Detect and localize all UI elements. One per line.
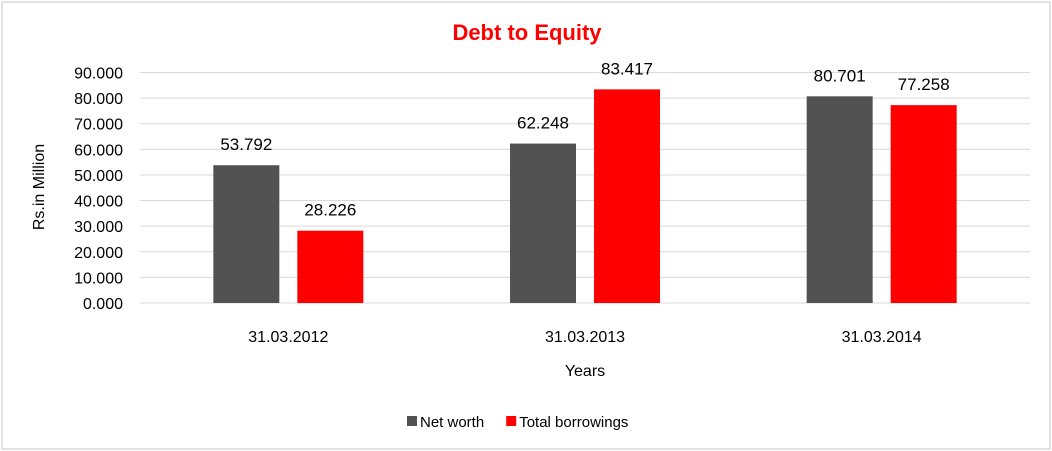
- y-tick-label: 30.000: [74, 219, 123, 236]
- y-tick-label: 40.000: [74, 194, 123, 211]
- legend-swatch: [407, 416, 417, 426]
- y-tick-label: 50.000: [74, 168, 123, 185]
- data-label: 83.417: [601, 59, 653, 78]
- bar-total-borrowings: [594, 89, 660, 303]
- y-tick-label: 80.000: [74, 91, 123, 108]
- chart-title: Debt to Equity: [452, 20, 602, 45]
- y-tick-label: 60.000: [74, 142, 123, 159]
- bar-net-worth: [806, 96, 873, 304]
- data-label: 53.792: [220, 135, 272, 154]
- bar-total-borrowings: [297, 230, 364, 303]
- y-tick-label: 20.000: [74, 245, 123, 262]
- bar-net-worth: [213, 165, 280, 303]
- bar-net-worth: [510, 143, 576, 303]
- data-label: 80.701: [814, 66, 866, 85]
- x-axis-label: Years: [565, 363, 605, 380]
- bar-total-borrowings: [890, 105, 957, 304]
- y-tick-label: 10.000: [74, 270, 123, 287]
- data-label: 77.258: [898, 75, 950, 94]
- y-tick-label: 90.000: [74, 66, 123, 83]
- x-tick-label: 31.03.2012: [248, 329, 328, 346]
- legend-label: Total borrowings: [519, 414, 628, 431]
- data-label: 62.248: [517, 114, 569, 133]
- y-tick-label: 70.000: [74, 117, 123, 134]
- legend-label: Net worth: [420, 414, 484, 431]
- y-axis-label: Rs.in Million: [31, 144, 48, 230]
- data-label: 28.226: [304, 201, 356, 220]
- x-tick-label: 31.03.2013: [545, 329, 625, 346]
- y-tick-label: 0.000: [83, 296, 123, 313]
- legend-swatch: [506, 416, 517, 426]
- x-tick-label: 31.03.2014: [842, 329, 922, 346]
